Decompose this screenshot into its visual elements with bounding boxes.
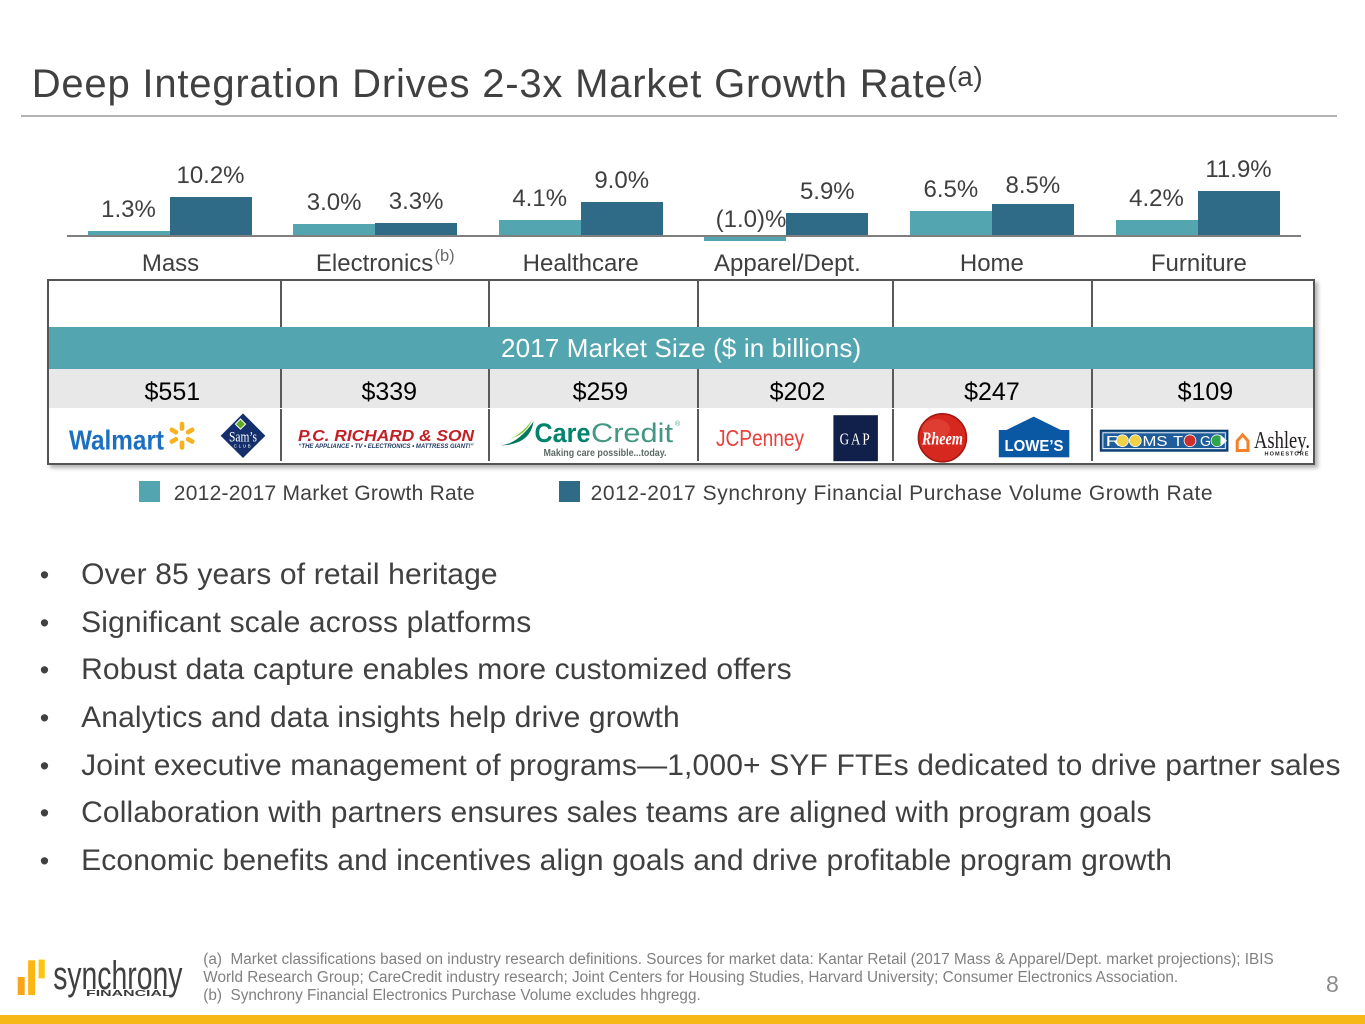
- svg-text:Making care possible...today.: Making care possible...today.: [543, 446, 666, 458]
- svg-text:LOWE’S: LOWE’S: [1004, 438, 1063, 455]
- svg-text:Ashley.: Ashley.: [1254, 428, 1310, 454]
- svg-text:“THE APPLIANCE • TV • ELECTRON: “THE APPLIANCE • TV • ELECTRONICS • MATT…: [298, 442, 474, 449]
- svg-text:synchrony: synchrony: [53, 954, 183, 998]
- svg-text:Walmart: Walmart: [69, 424, 164, 455]
- svg-text:T: T: [1173, 434, 1183, 450]
- svg-text:CLUB: CLUB: [233, 443, 252, 448]
- svg-text:MS: MS: [1142, 434, 1167, 450]
- svg-text:Care: Care: [534, 418, 590, 448]
- svg-text:Credit: Credit: [591, 418, 674, 448]
- svg-text:JCPenney: JCPenney: [716, 424, 804, 450]
- svg-text:G: G: [1200, 434, 1211, 450]
- svg-text:®: ®: [675, 420, 681, 428]
- svg-text:HOMESTORE: HOMESTORE: [1264, 451, 1309, 457]
- svg-text:Sam’s: Sam’s: [229, 429, 257, 445]
- svg-text:Rheem: Rheem: [921, 428, 963, 448]
- svg-text:FINANCIAL: FINANCIAL: [86, 988, 172, 998]
- svg-text:GAP: GAP: [839, 429, 871, 448]
- svg-text:P.C. RICHARD & SON: P.C. RICHARD & SON: [298, 427, 475, 444]
